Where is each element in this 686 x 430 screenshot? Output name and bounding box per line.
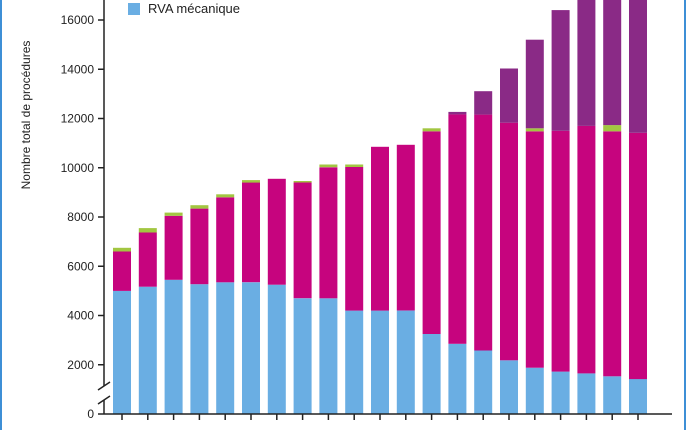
bar-13-series-2	[422, 131, 441, 334]
bar-17-series-1	[525, 367, 544, 414]
bar-19-series-1	[577, 373, 596, 414]
bar-18-series-2	[551, 130, 570, 372]
axis-break-mark-1	[97, 381, 111, 391]
bar-4-series-3	[190, 205, 209, 209]
bar-15-series-1	[474, 350, 493, 414]
y-tick-label-16000: 16000	[61, 13, 95, 27]
bar-9-series-2	[319, 167, 338, 299]
bar-3-series-1	[164, 279, 183, 414]
bar-12-series-1	[396, 310, 415, 414]
bar-9-series-3	[319, 164, 338, 168]
bar-1-series-3	[113, 247, 131, 252]
bar-21-series-4	[629, 0, 647, 133]
bar-5-series-2	[216, 197, 235, 283]
bar-13-series-3	[422, 128, 441, 132]
bar-5-series-1	[216, 282, 235, 414]
bar-19-series-4	[577, 0, 596, 126]
bar-8-series-1	[293, 298, 312, 414]
bar-3-series-3	[164, 212, 183, 216]
bar-7-series-1	[267, 284, 286, 414]
legend-swatch-rva-mecanique	[128, 2, 140, 15]
bar-3-series-2	[164, 215, 183, 280]
bar-14-series-2	[448, 114, 467, 344]
bar-17-series-3	[525, 128, 544, 132]
bar-1-series-2	[113, 251, 131, 291]
bar-6-series-2	[242, 182, 260, 283]
y-axis-label: Nombre total de procédures	[19, 40, 33, 190]
y-tick-label-4000: 4000	[67, 309, 94, 323]
legend-label-rva-mecanique: RVA mécanique	[148, 1, 241, 16]
bar-1-series-1	[113, 290, 131, 414]
axis-break-mark-2	[97, 395, 111, 405]
left-border	[0, 0, 2, 430]
bar-16-series-2	[500, 122, 518, 361]
bar-21-series-1	[629, 379, 647, 414]
bar-8-series-3	[293, 181, 312, 183]
bar-17-series-4	[525, 39, 544, 129]
bar-11-series-2	[371, 146, 389, 311]
bar-18-series-1	[551, 371, 570, 414]
bar-19-series-2	[577, 125, 596, 374]
bar-2-series-1	[138, 286, 157, 414]
bar-13-series-1	[422, 334, 441, 414]
bar-7-series-2	[267, 178, 286, 285]
bar-12-series-2	[396, 144, 415, 311]
bar-18-series-4	[551, 10, 570, 131]
bar-20-series-3	[603, 125, 622, 132]
bar-9-series-1	[319, 298, 338, 414]
bar-20-series-1	[603, 376, 622, 414]
bar-2-series-3	[138, 228, 157, 233]
legend: RVA mécanique	[128, 1, 240, 16]
bar-17-series-2	[525, 131, 544, 368]
bar-6-series-3	[242, 180, 260, 183]
y-tick-label-14000: 14000	[61, 62, 95, 76]
bar-10-series-2	[345, 167, 364, 311]
bar-20-series-2	[603, 131, 622, 377]
bar-10-series-3	[345, 164, 364, 167]
y-tick-label-12000: 12000	[61, 112, 95, 126]
bar-6-series-1	[242, 282, 260, 414]
bar-21-series-2	[629, 132, 647, 380]
bar-14-series-4	[448, 111, 467, 115]
bar-16-series-4	[500, 68, 518, 123]
bar-15-series-4	[474, 91, 493, 115]
bar-8-series-2	[293, 182, 312, 299]
y-tick-label-8000: 8000	[67, 210, 94, 224]
bar-20-series-4	[603, 0, 622, 126]
right-border	[684, 0, 686, 430]
bar-2-series-2	[138, 232, 157, 287]
y-tick-label-6000: 6000	[67, 259, 94, 273]
bar-11-series-1	[371, 310, 389, 414]
bar-15-series-2	[474, 114, 493, 351]
bar-4-series-1	[190, 284, 209, 414]
bar-10-series-1	[345, 310, 364, 414]
bar-16-series-1	[500, 360, 518, 414]
y-tick-label-10000: 10000	[61, 161, 95, 175]
bar-5-series-3	[216, 194, 235, 198]
y-tick-label-0: 0	[87, 407, 94, 421]
bar-4-series-2	[190, 208, 209, 285]
y-tick-label-2000: 2000	[67, 358, 94, 372]
bar-14-series-1	[448, 343, 467, 414]
